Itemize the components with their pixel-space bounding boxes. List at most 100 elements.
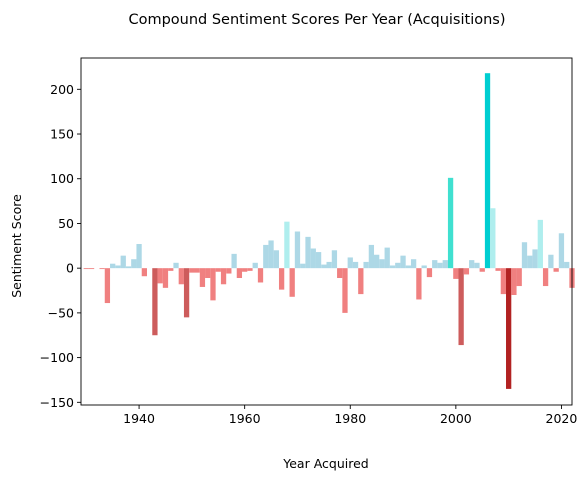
bar-2008 — [495, 268, 501, 271]
x-tick-label: 1980 — [334, 411, 366, 426]
bar-2012 — [516, 268, 522, 287]
bar-1962 — [252, 262, 258, 269]
plot-frame — [80, 57, 573, 406]
y-tick-label: 100 — [50, 171, 74, 186]
bar-2015 — [532, 249, 538, 269]
bar-1979 — [342, 268, 348, 313]
y-axis-title: Sentiment Score — [9, 194, 24, 298]
bar-1958 — [231, 253, 237, 269]
bar-1987 — [384, 247, 390, 269]
bar-2020 — [558, 233, 565, 269]
bar-1945 — [162, 268, 169, 288]
y-tick-label: 0 — [66, 261, 74, 276]
bar-1974 — [315, 252, 322, 269]
bar-2006 — [484, 73, 491, 269]
bar-1961 — [247, 268, 253, 271]
bar-1975 — [321, 264, 327, 269]
bar-1968 — [284, 221, 290, 269]
bar-1949 — [183, 268, 190, 318]
bar-1954 — [210, 268, 216, 301]
bar-1959 — [236, 268, 243, 279]
bar-2017 — [542, 268, 549, 287]
bar-1978 — [337, 268, 343, 279]
bar-1973 — [310, 248, 316, 269]
bar-1946 — [168, 268, 174, 271]
bar-1956 — [220, 268, 227, 285]
chart-title: Compound Sentiment Scores Per Year (Acqu… — [128, 12, 505, 28]
bar-1997 — [437, 262, 443, 269]
bar-2011 — [511, 268, 517, 295]
x-tick-label: 2000 — [440, 411, 472, 426]
bar-1993 — [416, 268, 422, 300]
bar-1980 — [347, 257, 353, 269]
bar-1990 — [400, 255, 406, 269]
bar-1952 — [199, 268, 206, 287]
bar-2013 — [521, 242, 528, 269]
bar-2007 — [490, 208, 496, 269]
y-tick-label: −150 — [40, 395, 74, 410]
x-tick-label: 1960 — [229, 411, 261, 426]
bar-1988 — [389, 265, 396, 269]
bar-2005 — [479, 268, 485, 272]
bar-1938 — [125, 266, 132, 269]
y-axis-ticks: −150 −100 −50 0 50 100 150 200 — [40, 82, 81, 410]
bar-2009 — [500, 268, 507, 295]
bar-2019 — [553, 268, 559, 272]
bar-2010 — [506, 268, 512, 389]
bar-1963 — [257, 268, 264, 283]
bar-2000 — [453, 268, 459, 279]
bar-1965 — [268, 240, 274, 269]
x-axis-title: Year Acquired — [282, 456, 368, 471]
bar-1971 — [300, 263, 306, 269]
bar-1991 — [405, 265, 411, 269]
bar-1992 — [410, 259, 417, 269]
y-tick-label: −50 — [48, 305, 74, 320]
bar-1969 — [289, 268, 295, 297]
x-tick-label: 2020 — [546, 411, 578, 426]
bar-1953 — [205, 268, 211, 279]
bar-1976 — [326, 261, 332, 269]
bar-1999 — [447, 177, 454, 269]
bar-1955 — [215, 268, 221, 272]
bar-1935 — [110, 263, 116, 269]
bar-1966 — [273, 250, 279, 269]
bar-2018 — [548, 254, 554, 269]
bar-2021 — [564, 261, 570, 269]
bar-1957 — [226, 268, 232, 274]
bar-1972 — [305, 236, 311, 269]
bar-1930 — [83, 268, 89, 270]
bar-1960 — [242, 268, 248, 272]
bar-1996 — [432, 260, 438, 269]
bar-1950 — [189, 268, 195, 273]
bar-1994 — [421, 265, 427, 269]
bar-1964 — [263, 244, 269, 269]
bar-2002 — [463, 268, 470, 275]
bar-1943 — [152, 268, 158, 336]
bar-1986 — [379, 259, 385, 269]
bar-1981 — [352, 261, 359, 269]
y-tick-label: −100 — [40, 350, 74, 365]
bar-1937 — [120, 255, 126, 269]
bar-1995 — [426, 268, 433, 278]
y-tick-label: 50 — [58, 216, 74, 231]
bar-1967 — [278, 268, 285, 290]
bars-group — [83, 73, 575, 389]
bar-1941 — [141, 268, 147, 277]
bar-1947 — [173, 262, 179, 269]
bar-1984 — [368, 244, 375, 269]
bar-1944 — [157, 268, 163, 284]
bar-2004 — [474, 262, 480, 269]
bar-1985 — [374, 254, 380, 269]
x-axis-ticks: 1940 1960 1980 2000 2020 — [123, 405, 577, 426]
bar-2014 — [527, 255, 533, 269]
bar-1982 — [358, 268, 364, 295]
bar-2001 — [458, 268, 464, 346]
bar-1940 — [136, 244, 142, 269]
bar-1948 — [178, 268, 184, 285]
bar-2016 — [537, 219, 543, 269]
bar-1931 — [88, 268, 95, 270]
bar-1951 — [194, 268, 200, 273]
y-tick-label: 200 — [50, 82, 74, 97]
bar-1939 — [131, 259, 137, 269]
